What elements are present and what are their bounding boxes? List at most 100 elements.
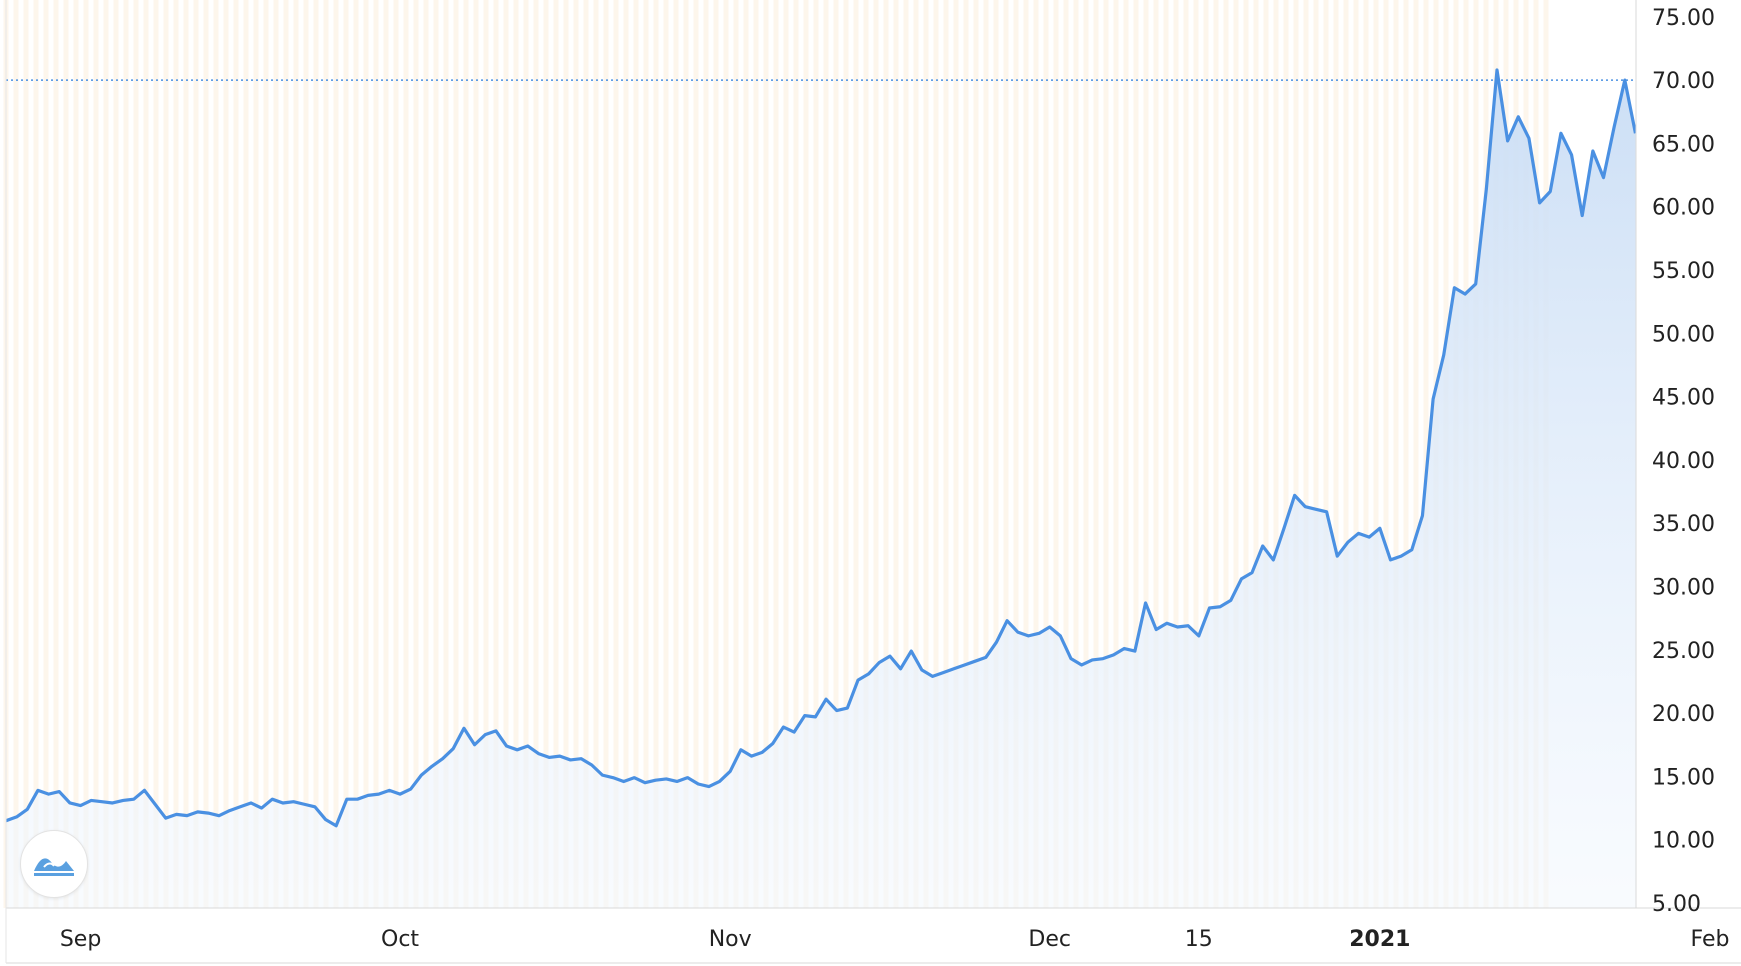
- grid-stripe: [893, 0, 899, 908]
- y-tick-label: 40.00: [1652, 449, 1715, 474]
- grid-stripe: [233, 0, 239, 908]
- grid-stripe: [1303, 0, 1309, 908]
- grid-stripe: [1243, 0, 1249, 908]
- grid-stripe: [1133, 0, 1139, 908]
- grid-stripe: [443, 0, 449, 908]
- grid-stripe: [373, 0, 379, 908]
- grid-stripe: [1423, 0, 1429, 908]
- grid-stripe: [853, 0, 859, 908]
- x-tick-label: Sep: [60, 927, 101, 952]
- grid-stripe: [1313, 0, 1319, 908]
- grid-stripe: [1193, 0, 1199, 908]
- grid-stripe: [1253, 0, 1259, 908]
- y-tick-label: 65.00: [1652, 132, 1715, 157]
- grid-stripe: [333, 0, 339, 908]
- y-tick-label: 60.00: [1652, 196, 1715, 221]
- grid-stripe: [743, 0, 749, 908]
- grid-stripe: [593, 0, 599, 908]
- grid-stripe: [683, 0, 689, 908]
- grid-stripe: [113, 0, 119, 908]
- grid-stripe: [1153, 0, 1159, 908]
- grid-stripe: [793, 0, 799, 908]
- grid-stripe: [403, 0, 409, 908]
- grid-stripe: [1273, 0, 1279, 908]
- grid-stripe: [733, 0, 739, 908]
- grid-stripe: [503, 0, 509, 908]
- grid-stripe: [1233, 0, 1239, 908]
- grid-stripe: [973, 0, 979, 908]
- y-tick-label: 10.00: [1652, 829, 1715, 854]
- grid-stripe: [1363, 0, 1369, 908]
- grid-stripe: [1073, 0, 1079, 908]
- y-tick-label: 15.00: [1652, 765, 1715, 790]
- grid-stripe: [43, 0, 49, 908]
- grid-stripe: [1403, 0, 1409, 908]
- grid-stripe: [353, 0, 359, 908]
- grid-stripe: [193, 0, 199, 908]
- logo-button[interactable]: [20, 830, 88, 898]
- grid-stripe: [703, 0, 709, 908]
- grid-stripe: [363, 0, 369, 908]
- grid-stripe: [313, 0, 319, 908]
- x-tick-label: Nov: [709, 927, 752, 952]
- grid-stripe: [813, 0, 819, 908]
- grid-stripe: [473, 0, 479, 908]
- x-axis-ticks: Sep Oct Nov Dec 15 2021 Feb: [60, 927, 1730, 952]
- y-tick-label: 30.00: [1652, 576, 1715, 601]
- grid-stripe: [343, 0, 349, 908]
- series-line: [6, 68, 1636, 828]
- grid-stripe: [303, 0, 309, 908]
- grid-stripe: [673, 0, 679, 908]
- grid-stripe: [543, 0, 549, 908]
- grid-stripe: [1413, 0, 1419, 908]
- grid-stripe: [433, 0, 439, 908]
- grid-stripe: [563, 0, 569, 908]
- grid-stripe: [123, 0, 129, 908]
- wave-logo-icon: [34, 858, 74, 876]
- grid-stripe: [73, 0, 79, 908]
- series-area: [6, 69, 1636, 908]
- grid-stripe: [63, 0, 69, 908]
- grid-stripe: [823, 0, 829, 908]
- grid-stripe: [583, 0, 589, 908]
- grid-stripe: [1173, 0, 1179, 908]
- grid-stripe: [13, 0, 19, 908]
- grid-stripe: [143, 0, 149, 908]
- grid-stripe: [273, 0, 279, 908]
- grid-stripe: [1113, 0, 1119, 908]
- grid-stripe: [1043, 0, 1049, 908]
- grid-stripe: [203, 0, 209, 908]
- grid-stripe: [243, 0, 249, 908]
- grid-stripe: [323, 0, 329, 908]
- grid-stripe: [883, 0, 889, 908]
- x-tick-label: Dec: [1028, 927, 1071, 952]
- grid-stripe: [1383, 0, 1389, 908]
- x-tick-label: 15: [1185, 927, 1213, 952]
- grid-stripe: [1333, 0, 1339, 908]
- grid-stripe: [1003, 0, 1009, 908]
- grid-stripe: [1183, 0, 1189, 908]
- grid-stripe: [783, 0, 789, 908]
- grid-stripe: [83, 0, 89, 908]
- grid-stripe: [1343, 0, 1349, 908]
- grid-stripe: [483, 0, 489, 908]
- background-stripes: [3, 0, 1549, 908]
- grid-stripe: [713, 0, 719, 908]
- grid-stripe: [33, 0, 39, 908]
- grid-stripe: [1373, 0, 1379, 908]
- grid-stripe: [423, 0, 429, 908]
- grid-stripe: [553, 0, 559, 908]
- grid-stripe: [93, 0, 99, 908]
- grid-stripe: [933, 0, 939, 908]
- grid-stripe: [1213, 0, 1219, 908]
- y-tick-label: 25.00: [1652, 639, 1715, 664]
- grid-stripe: [463, 0, 469, 908]
- y-axis-ticks: 5.00 10.00 15.00 20.00 25.00 30.00 35.00 40.00 4…: [1652, 6, 1715, 917]
- grid-stripe: [613, 0, 619, 908]
- grid-stripe: [213, 0, 219, 908]
- y-tick-label: 35.00: [1652, 512, 1715, 537]
- grid-stripe: [803, 0, 809, 908]
- grid-stripe: [1063, 0, 1069, 908]
- grid-stripe: [763, 0, 769, 908]
